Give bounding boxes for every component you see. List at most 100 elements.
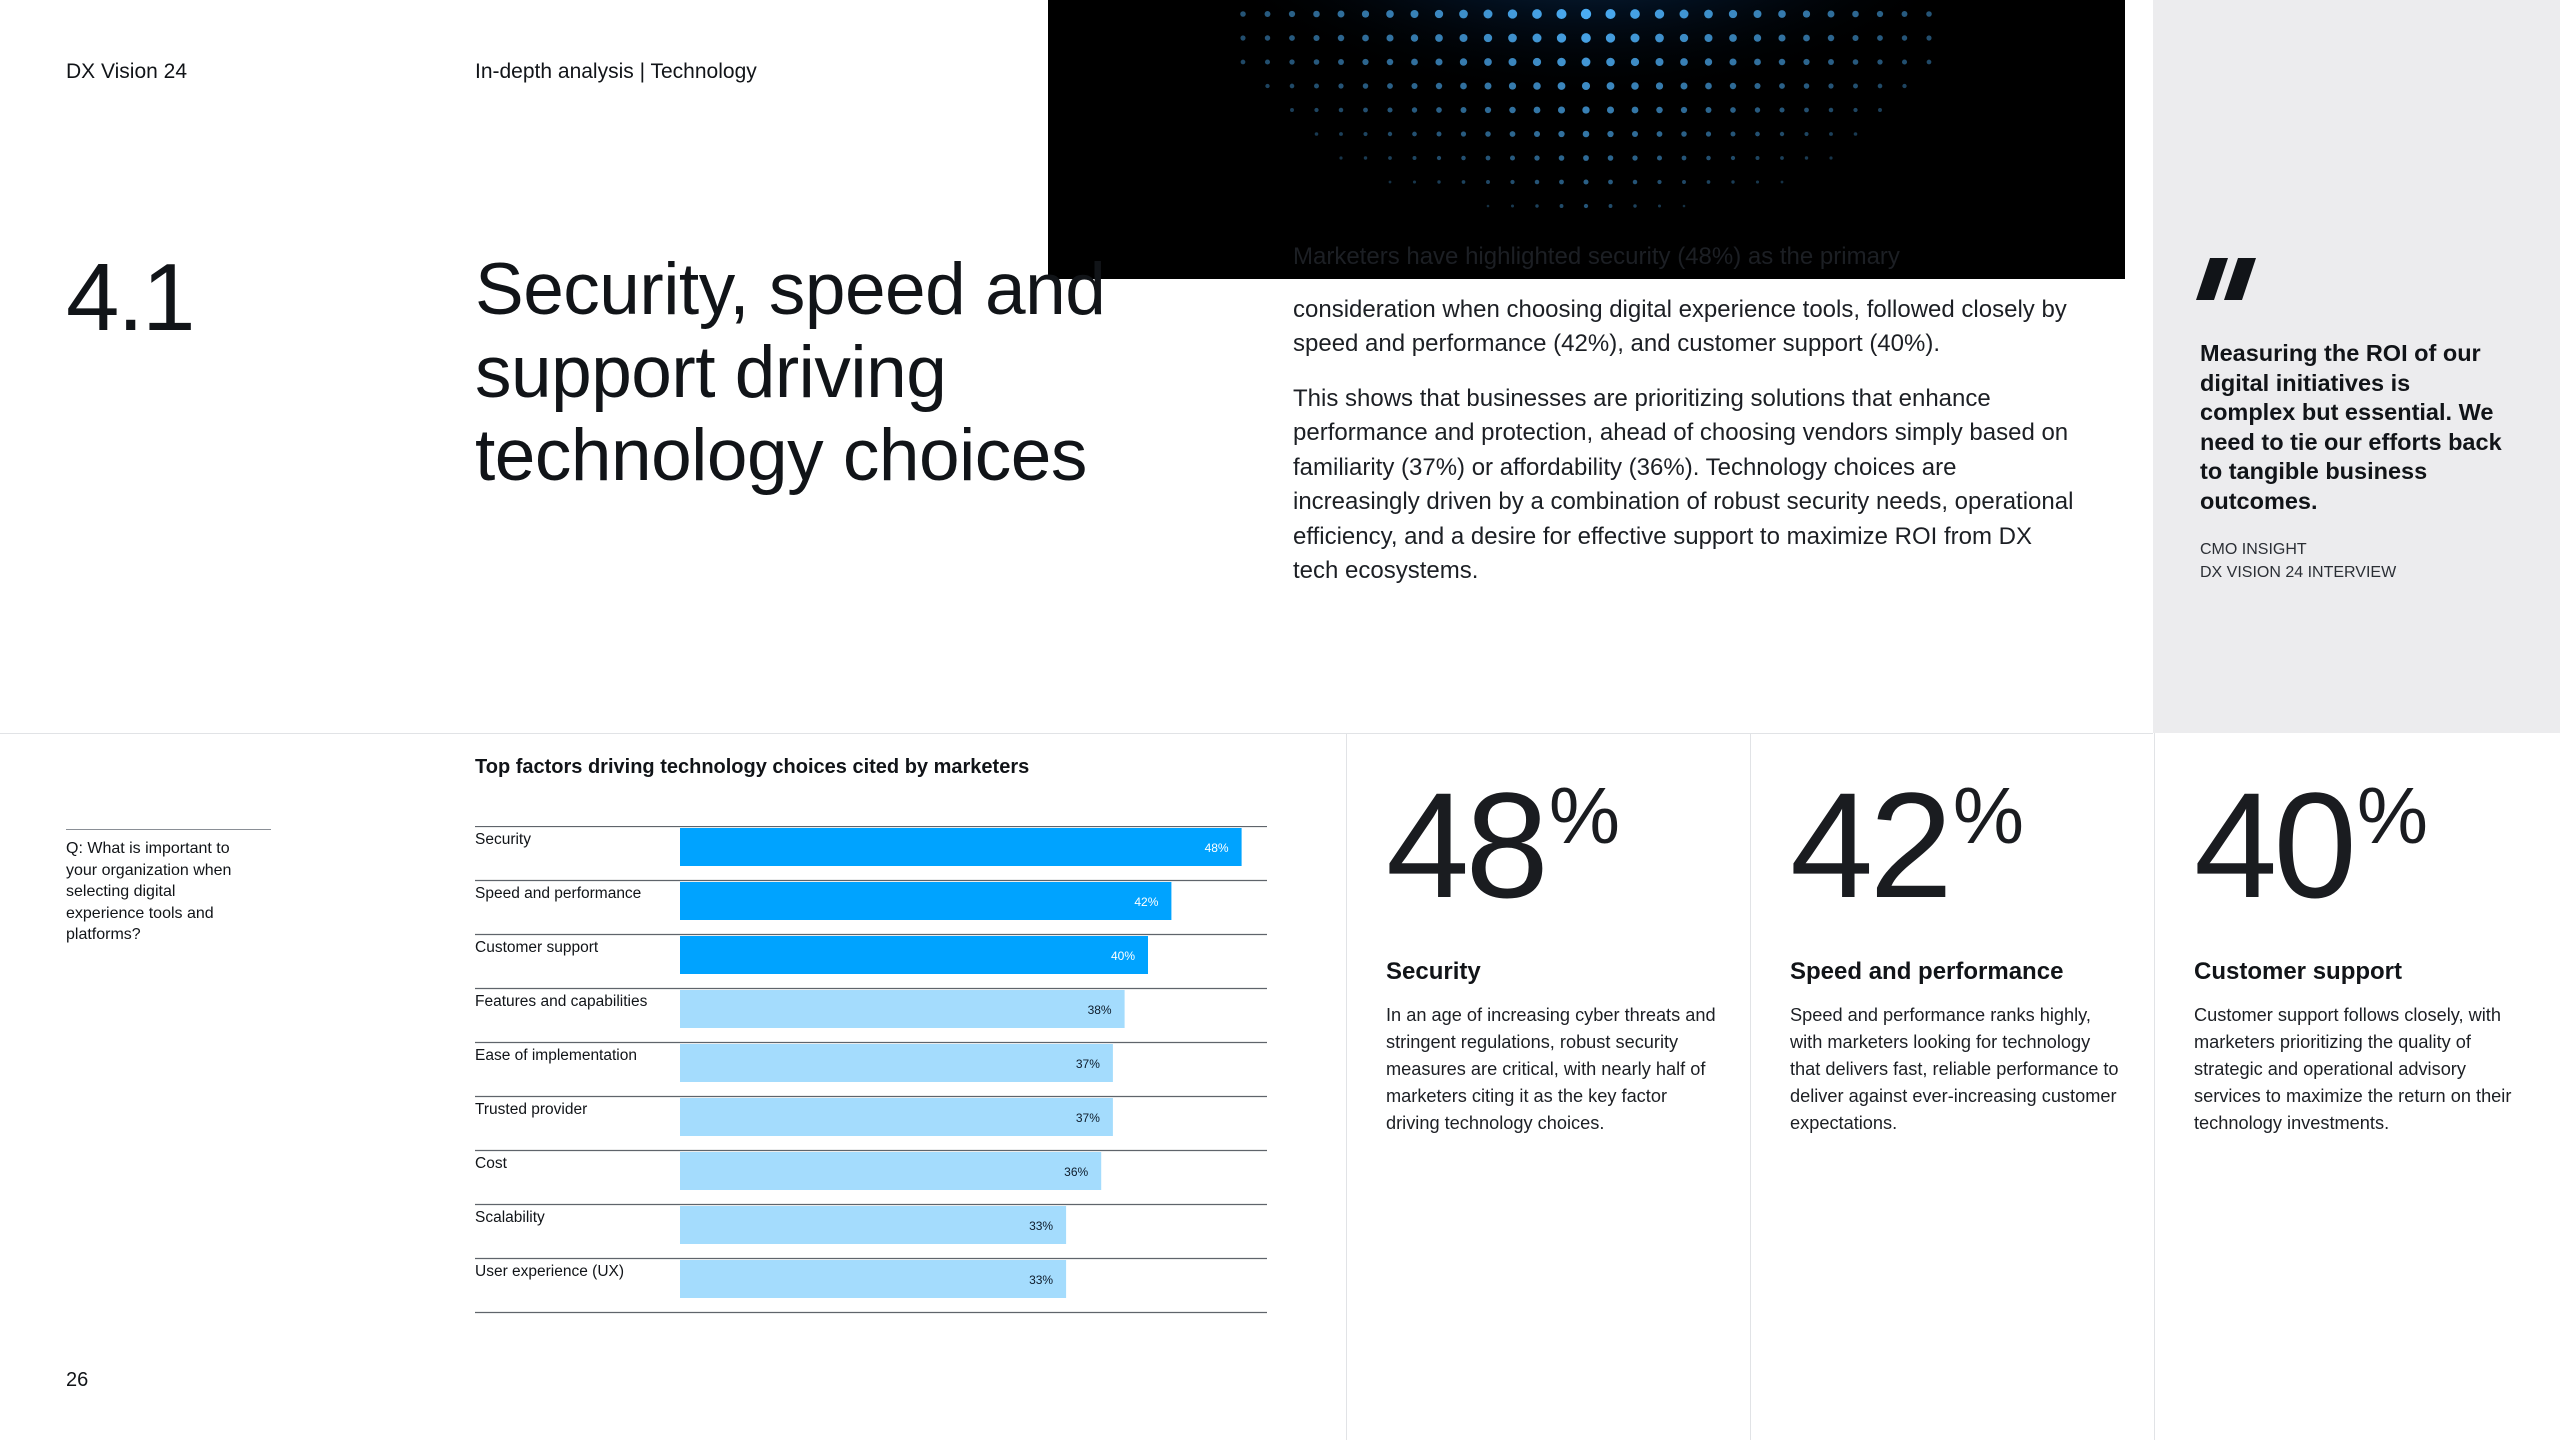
sphere-dot	[1706, 155, 1711, 161]
sphere-dot	[1829, 132, 1833, 136]
stat-value: 42%	[1790, 761, 2024, 929]
sphere-dot	[1705, 131, 1712, 137]
sphere-dot	[1754, 82, 1761, 90]
sphere-dot	[1607, 130, 1614, 138]
sphere-dot	[1779, 83, 1785, 89]
sphere-dot	[1630, 9, 1640, 19]
quote-mark-icon	[2196, 258, 2266, 308]
sphere-dot	[1533, 130, 1541, 138]
sphere-dot	[1264, 35, 1271, 41]
sphere-dot	[1926, 11, 1932, 17]
stat-value: 48%	[1386, 761, 1620, 929]
quote-text: Measuring the ROI of our digital initiat…	[2200, 340, 2502, 514]
category-label: Security	[475, 831, 531, 848]
sphere-dot	[1434, 9, 1444, 19]
sphere-dot	[1534, 155, 1540, 161]
sphere-dot	[1778, 34, 1786, 42]
sphere-dot	[1753, 10, 1762, 18]
sphere-dot	[1655, 33, 1664, 43]
bar	[680, 1152, 1102, 1190]
sphere-dot	[1386, 10, 1394, 18]
sphere-dot	[1583, 179, 1589, 185]
sphere-dot	[1558, 155, 1565, 161]
quote-panel	[2153, 0, 2560, 733]
data-label: 38%	[1088, 1003, 1112, 1017]
sphere-dot	[1410, 34, 1419, 42]
sphere-dot	[1362, 83, 1369, 89]
sphere-dot	[1828, 107, 1834, 113]
sphere-dot	[1852, 34, 1859, 42]
sphere-dot	[1288, 10, 1296, 18]
sphere-dot	[1556, 33, 1567, 43]
sphere-dot	[1435, 34, 1443, 42]
data-label: 36%	[1064, 1165, 1088, 1179]
sphere-dot	[1290, 108, 1294, 112]
sphere-dot	[1704, 9, 1713, 19]
sphere-dot	[1633, 204, 1637, 208]
sphere-dot	[1459, 58, 1468, 66]
sphere-dot	[1533, 106, 1541, 114]
stat-title: Speed and performance	[1790, 958, 2064, 985]
sphere-dot	[1386, 58, 1394, 66]
sphere-dot	[1240, 35, 1246, 41]
sphere-dot	[1486, 180, 1490, 184]
category-label: Trusted provider	[475, 1101, 587, 1118]
sphere-dot	[1606, 106, 1615, 114]
sphere-dot	[1486, 204, 1490, 208]
sphere-dot	[1755, 180, 1760, 184]
sphere-dot	[1412, 180, 1417, 184]
intro-paragraph-1: consideration when choosing digital expe…	[1293, 295, 2067, 358]
sphere-dot	[1901, 59, 1908, 65]
sphere-dot	[1607, 155, 1614, 161]
column-divider	[1750, 733, 1751, 1440]
sphere-dot	[1485, 155, 1491, 161]
sphere-dot	[1679, 33, 1689, 43]
intro-paragraph-clipped: Marketers have highlighted security (48%…	[1293, 243, 1900, 270]
sphere-dot	[1632, 155, 1638, 161]
sphere-dot	[1436, 107, 1442, 113]
page-title: Security, speed and support driving tech…	[475, 249, 1106, 496]
sphere-dot	[1509, 106, 1516, 114]
sphere-dot	[1901, 35, 1908, 41]
sphere-dot	[1436, 131, 1442, 137]
publication-name: DX Vision 24	[66, 60, 188, 83]
category-label: Features and capabilities	[475, 993, 648, 1010]
stat-title: Security	[1386, 958, 1481, 985]
sphere-dot	[1828, 83, 1834, 89]
sphere-dot	[1803, 34, 1810, 42]
sphere-dot	[1853, 132, 1858, 136]
sphere-dot	[1265, 83, 1270, 89]
sphere-dot	[1510, 204, 1515, 208]
sphere-dot	[1337, 34, 1345, 42]
sphere-dot	[1877, 83, 1883, 89]
sphere-dot	[1682, 180, 1686, 184]
sphere-dot	[1339, 156, 1343, 160]
sphere-dot	[1411, 58, 1418, 66]
sphere-dot	[1605, 8, 1616, 20]
section-number: 4.1	[66, 244, 195, 351]
sphere-dot	[1630, 33, 1640, 43]
stat-value: 40%	[2194, 761, 2428, 929]
sphere-dot	[1656, 106, 1663, 114]
sphere-dot	[1729, 82, 1737, 90]
sphere-dot	[1387, 83, 1393, 89]
sphere-dot	[1655, 82, 1664, 90]
sphere-dot	[1460, 82, 1467, 90]
intro-text: Marketers have highlighted security (48%…	[1293, 243, 2083, 609]
sphere-glow	[1206, 0, 1966, 200]
sphere-dot	[1878, 108, 1882, 112]
stat-description: Speed and performance ranks highly, with…	[1790, 1005, 2119, 1133]
sphere-dot	[1654, 9, 1665, 19]
sphere-dot	[1557, 57, 1566, 67]
sphere-dot	[1313, 10, 1320, 18]
sphere-dot	[1926, 59, 1932, 65]
dot-sphere-graphic	[1206, 0, 1966, 209]
sphere-dot	[1362, 58, 1369, 66]
section-divider	[0, 733, 2153, 734]
sphere-dot	[1509, 131, 1516, 137]
sphere-dot	[1829, 156, 1833, 160]
sphere-dot	[1580, 8, 1592, 20]
sphere-dot	[1608, 204, 1613, 208]
sphere-dot	[1827, 34, 1835, 42]
sphere-dot	[1852, 59, 1859, 65]
